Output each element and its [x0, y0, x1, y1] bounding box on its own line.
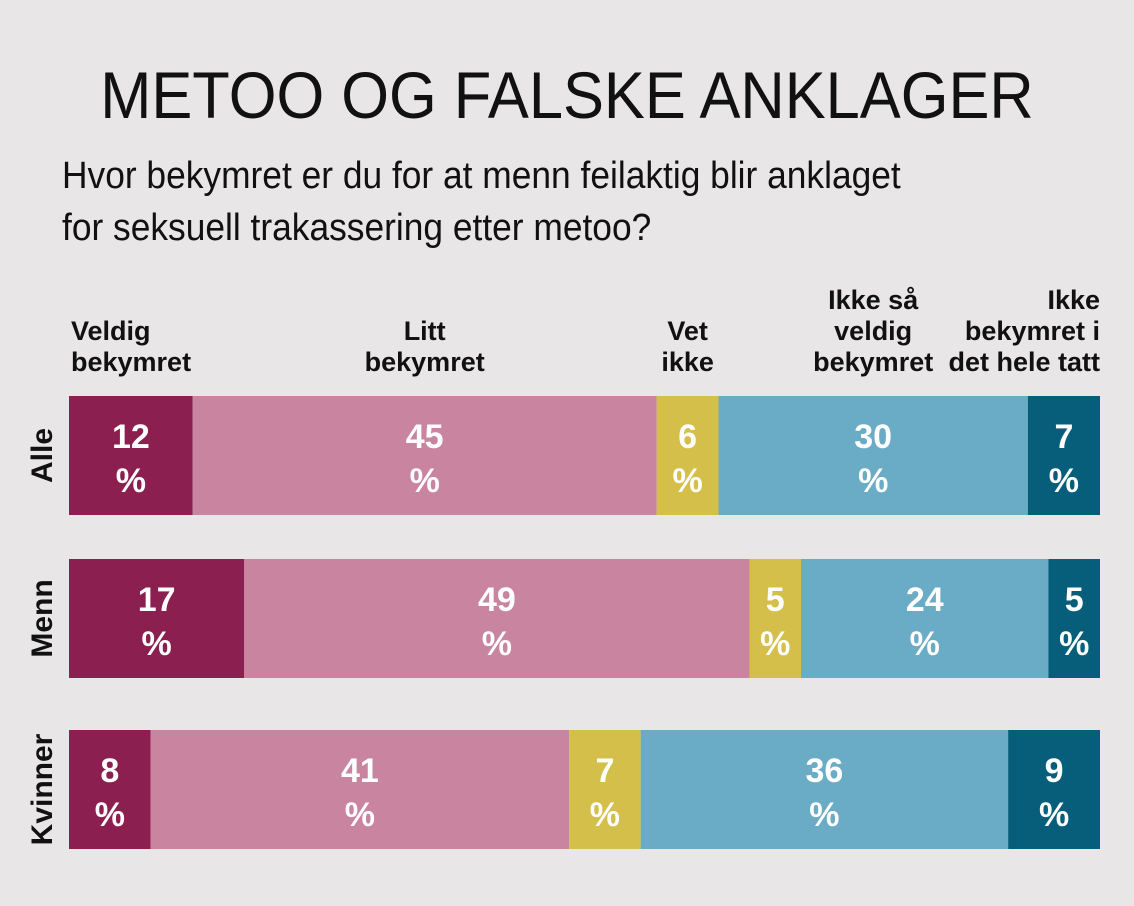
legend-label: Vet	[667, 316, 708, 346]
data-label-value: 41	[341, 752, 379, 790]
data-label-value: 8	[100, 752, 119, 790]
bar-segment	[656, 396, 719, 515]
bar-segment	[1027, 396, 1100, 515]
bar-segment	[69, 559, 245, 678]
data-label-unit: %	[410, 462, 440, 500]
bar-segment	[801, 559, 1049, 678]
data-label-unit: %	[116, 462, 146, 500]
bar-segment	[569, 730, 641, 849]
legend-label: bekymret	[813, 347, 933, 377]
row-label: Menn	[26, 579, 59, 657]
bar-segment	[69, 730, 151, 849]
bar-segment	[1048, 559, 1100, 678]
data-label-unit: %	[590, 796, 620, 834]
data-label-unit: %	[482, 625, 512, 663]
data-label-value: 12	[112, 418, 150, 456]
chart-title: METOO OG FALSKE ANKLAGER	[100, 58, 1034, 132]
data-label-unit: %	[672, 462, 702, 500]
bar-segment	[1008, 730, 1100, 849]
data-label-unit: %	[858, 462, 888, 500]
row-label: Kvinner	[26, 733, 59, 845]
data-label-value: 17	[138, 581, 176, 619]
data-label-unit: %	[910, 625, 940, 663]
bar-segment	[749, 559, 802, 678]
data-label-unit: %	[95, 796, 125, 834]
data-label-value: 9	[1045, 752, 1064, 790]
bar-segment	[640, 730, 1009, 849]
data-label-value: 24	[906, 581, 944, 619]
row-label: Alle	[26, 428, 59, 483]
bar-segment	[244, 559, 750, 678]
data-label-value: 5	[1065, 581, 1084, 619]
data-label-value: 7	[1054, 418, 1073, 456]
legend-label: Ikke så	[828, 285, 919, 315]
data-label-value: 45	[406, 418, 444, 456]
data-label-unit: %	[809, 796, 839, 834]
legend-label: Ikke	[1047, 285, 1100, 315]
data-label-unit: %	[1059, 625, 1089, 663]
legend-label: bekymret	[365, 347, 485, 377]
legend-label: Litt	[404, 316, 446, 346]
bar-segment	[192, 396, 657, 515]
legend-label: det hele tatt	[948, 347, 1100, 377]
legend-label: veldig	[834, 316, 912, 346]
data-label-unit: %	[1039, 796, 1069, 834]
data-label-unit: %	[345, 796, 375, 834]
data-label-unit: %	[1049, 462, 1079, 500]
bar-segment	[150, 730, 570, 849]
bar-segment	[718, 396, 1028, 515]
data-label-unit: %	[142, 625, 172, 663]
bar-segment	[69, 396, 193, 515]
subtitle-line: Hvor bekymret er du for at menn feilakti…	[62, 155, 901, 197]
subtitle-line: for seksuell trakassering etter metoo?	[62, 207, 652, 249]
data-label-value: 5	[766, 581, 785, 619]
chart-subtitle: Hvor bekymret er du for at menn feilakti…	[62, 150, 1011, 254]
legend-label: Veldig	[71, 316, 151, 346]
data-label-value: 36	[805, 752, 843, 790]
legend-label: bekymret	[71, 347, 191, 377]
legend-label: bekymret i	[965, 316, 1100, 346]
data-label-value: 49	[478, 581, 516, 619]
legend-label: ikke	[661, 347, 714, 377]
data-label-value: 30	[854, 418, 892, 456]
data-label-value: 7	[595, 752, 614, 790]
data-label-unit: %	[760, 625, 790, 663]
data-label-value: 6	[678, 418, 697, 456]
